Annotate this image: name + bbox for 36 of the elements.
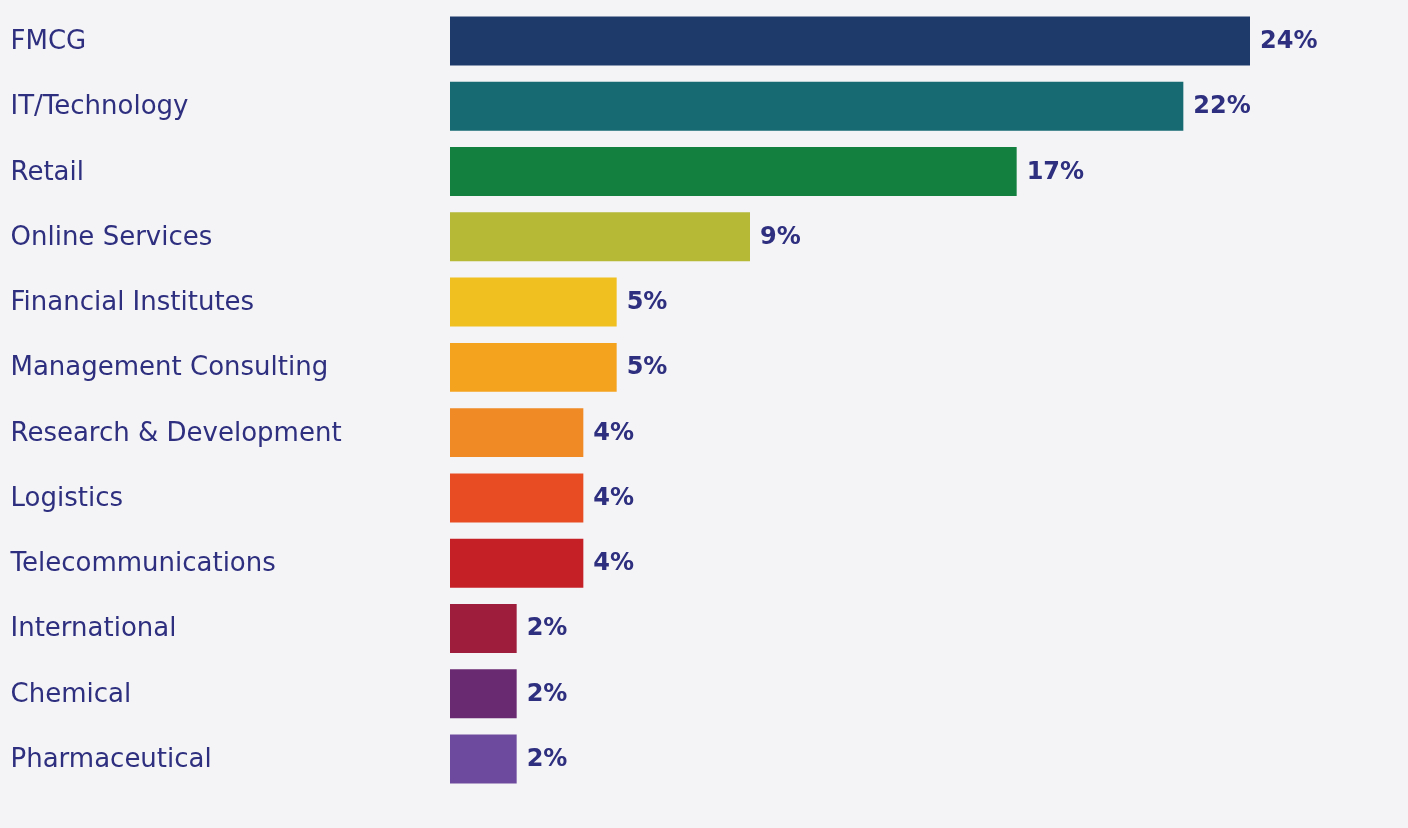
bar [450,473,584,523]
data-label: 2% [526,678,568,707]
bar [450,669,517,719]
bar [450,603,517,653]
bar [450,538,584,588]
data-label: 2% [526,613,568,642]
data-label: 2% [526,744,568,772]
data-label: 5% [626,287,668,316]
bar [450,734,517,784]
y-tick-label: Retail [10,155,84,186]
y-tick-label: Logistics [10,481,123,512]
data-label: 22% [1193,91,1251,120]
data-label: 4% [593,417,635,446]
y-tick-label: Online Services [10,220,213,251]
y-tick-label: Financial Institutes [10,286,255,317]
bar [450,212,750,262]
bar [450,408,584,458]
data-label: 9% [760,221,801,250]
bar [450,16,1250,66]
data-label: 24% [1260,26,1318,54]
data-label: 17% [1026,156,1085,185]
data-label: 4% [593,482,635,511]
y-tick-label: Management Consulting [10,351,329,382]
y-tick-label: IT/Technology [10,90,189,121]
y-tick-label: Chemical [10,677,132,708]
bar [450,81,1184,131]
y-tick-label: International [10,612,177,643]
data-label: 4% [593,548,635,577]
y-tick-label: Telecommunications [9,547,276,578]
y-tick-label: Research & Development [10,416,342,447]
bar [450,147,1017,197]
data-label: 5% [626,352,668,381]
y-tick-label: FMCG [10,25,87,55]
bar [450,277,617,327]
y-tick-label: Pharmaceutical [10,743,212,773]
bar [450,342,617,392]
